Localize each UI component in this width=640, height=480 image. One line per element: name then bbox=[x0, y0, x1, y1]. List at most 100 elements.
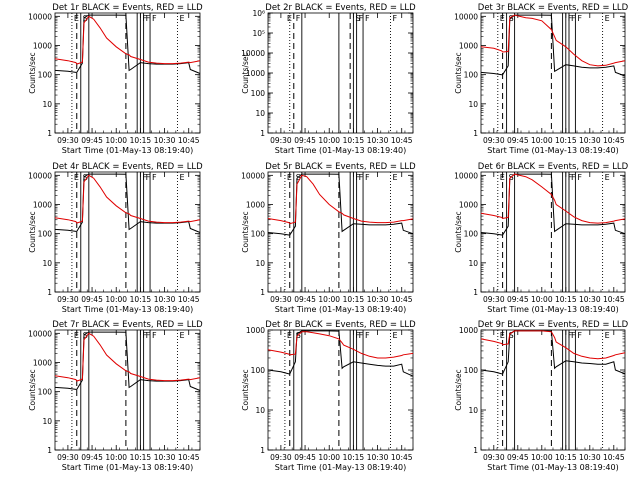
x-tick-label: 10:00 bbox=[105, 453, 127, 462]
flag-label: F bbox=[568, 331, 573, 340]
y-axis-label: Counts/sec bbox=[241, 211, 250, 252]
x-tick-label: 10:45 bbox=[178, 295, 200, 304]
x-axis-label: Start Time (01-May-13 08:19:40) bbox=[487, 146, 618, 155]
series-line-lld bbox=[480, 173, 626, 224]
x-tick-label: 10:30 bbox=[367, 295, 389, 304]
flag-label: E bbox=[74, 173, 79, 182]
flag-label: F bbox=[146, 173, 151, 182]
x-tick-label: 10:30 bbox=[579, 136, 601, 145]
panel-det-9: Det 9r BLACK = Events, RED = LLD 1 10 100 10… bbox=[454, 320, 629, 472]
y-tick-label: 10000 bbox=[454, 12, 478, 21]
x-tick-label: 10:15 bbox=[130, 136, 152, 145]
x-tick-label: 09:45 bbox=[294, 295, 316, 304]
x-tick-label: 09:30 bbox=[483, 136, 505, 145]
y-axis-label: Counts/sec bbox=[28, 211, 37, 252]
x-tick-label: 10:30 bbox=[367, 136, 389, 145]
flag-label: F bbox=[577, 331, 582, 340]
flag-label: F bbox=[571, 14, 576, 23]
x-tick-label: 09:45 bbox=[81, 136, 103, 145]
series-line-events bbox=[267, 330, 414, 377]
y-tick-label: 1000 bbox=[246, 326, 265, 335]
x-tick-label: 09:45 bbox=[507, 453, 529, 462]
flag-label: E bbox=[179, 14, 184, 23]
series-line-lld bbox=[54, 174, 201, 224]
x-tick-label: 09:45 bbox=[507, 136, 529, 145]
y-tick-label: 100 bbox=[251, 230, 266, 239]
flag-label: F bbox=[365, 173, 370, 182]
x-tick-label: 10:45 bbox=[603, 453, 625, 462]
x-tick-label: 09:45 bbox=[294, 453, 316, 462]
panel-title: Det 8r BLACK = Events, RED = LLD bbox=[265, 320, 416, 330]
y-tick-label: 1000 bbox=[459, 326, 478, 335]
x-tick-label: 10:30 bbox=[579, 453, 601, 462]
flag-label: F bbox=[392, 14, 397, 23]
y-tick-label: 10 bbox=[255, 109, 265, 118]
y-axis-label: Counts/sec bbox=[454, 52, 463, 93]
flag-label: S bbox=[509, 331, 514, 340]
y-axis-label: Counts/sec bbox=[241, 52, 250, 93]
flag-label: E bbox=[500, 331, 505, 340]
panel-det-6: Det 6r BLACK = Events, RED = LLD 1 10 100 10… bbox=[454, 162, 629, 314]
y-tick-label: 10 bbox=[468, 259, 478, 268]
panel-title: Det 2r BLACK = Events, RED = LLD bbox=[265, 3, 416, 13]
y-tick-label: 100 bbox=[38, 230, 53, 239]
x-tick-label: 09:45 bbox=[81, 295, 103, 304]
y-tick-label: 100 bbox=[464, 230, 479, 239]
flag-label: F bbox=[359, 14, 364, 23]
flag-label: E bbox=[500, 173, 505, 182]
y-tick-label: 10 bbox=[42, 100, 52, 109]
flag-label: F bbox=[365, 14, 370, 23]
y-axis-label: Counts/sec bbox=[28, 369, 37, 410]
x-tick-label: 09:30 bbox=[270, 295, 292, 304]
x-tick-label: 10:15 bbox=[130, 295, 152, 304]
x-tick-label: 10:00 bbox=[531, 453, 553, 462]
y-tick-label: 10 bbox=[255, 259, 265, 268]
x-axis-label: Start Time (01-May-13 08:19:40) bbox=[62, 305, 193, 314]
series-line-lld bbox=[54, 15, 201, 65]
x-tick-label: 10:30 bbox=[154, 295, 176, 304]
x-tick-label: 10:30 bbox=[579, 295, 601, 304]
flag-label: E bbox=[500, 14, 505, 23]
x-axis-label: Start Time (01-May-13 08:19:40) bbox=[275, 146, 406, 155]
flag-label: F bbox=[359, 331, 364, 340]
panel-det-8: Det 8r BLACK = Events, RED = LLD 1 10 100 10… bbox=[241, 320, 416, 472]
flag-label: E bbox=[605, 14, 610, 23]
x-tick-label: 10:15 bbox=[555, 136, 577, 145]
series-line-events bbox=[480, 14, 626, 77]
y-tick-label: 10 bbox=[42, 417, 52, 426]
y-tick-label: 10000 bbox=[241, 49, 265, 58]
y-tick-label: 1 bbox=[260, 288, 265, 297]
x-tick-label: 10:30 bbox=[154, 453, 176, 462]
x-tick-label: 09:30 bbox=[57, 453, 79, 462]
y-tick-label: 10000 bbox=[241, 171, 265, 180]
x-tick-label: 10:45 bbox=[178, 453, 200, 462]
x-tick-label: 10:15 bbox=[555, 453, 577, 462]
x-tick-label: 09:45 bbox=[507, 295, 529, 304]
flag-label: E bbox=[605, 331, 610, 340]
flag-label: F bbox=[568, 173, 573, 182]
y-tick-label: 100 bbox=[38, 388, 53, 397]
panel-title: Det 1r BLACK = Events, RED = LLD bbox=[52, 3, 203, 13]
panel-det-5: Det 5r BLACK = Events, RED = LLD 1 10 100 10… bbox=[241, 162, 416, 314]
y-axis-label: Counts/sec bbox=[454, 211, 463, 252]
flag-label: E bbox=[287, 331, 292, 340]
flag-label: E bbox=[605, 173, 610, 182]
x-tick-label: 10:30 bbox=[154, 136, 176, 145]
flag-label: F bbox=[577, 173, 582, 182]
flag-label: E bbox=[179, 331, 184, 340]
y-axis-label: Counts/sec bbox=[454, 369, 463, 410]
y-tick-label: 1000 bbox=[33, 200, 52, 209]
y-tick-label: 100 bbox=[251, 366, 266, 375]
flag-label: F bbox=[142, 331, 147, 340]
x-tick-label: 10:00 bbox=[318, 453, 340, 462]
flag-label: E bbox=[392, 331, 397, 340]
series-line-lld bbox=[54, 332, 201, 382]
x-tick-label: 10:45 bbox=[603, 295, 625, 304]
y-tick-label: 1000 bbox=[246, 69, 265, 78]
y-tick-label: 1 bbox=[473, 288, 478, 297]
x-axis-label: Start Time (01-May-13 08:19:40) bbox=[275, 463, 406, 472]
y-tick-label: 10000 bbox=[28, 171, 52, 180]
y-tick-label: 10000 bbox=[28, 329, 52, 338]
flag-label: F bbox=[577, 14, 582, 23]
x-tick-label: 09:45 bbox=[81, 453, 103, 462]
